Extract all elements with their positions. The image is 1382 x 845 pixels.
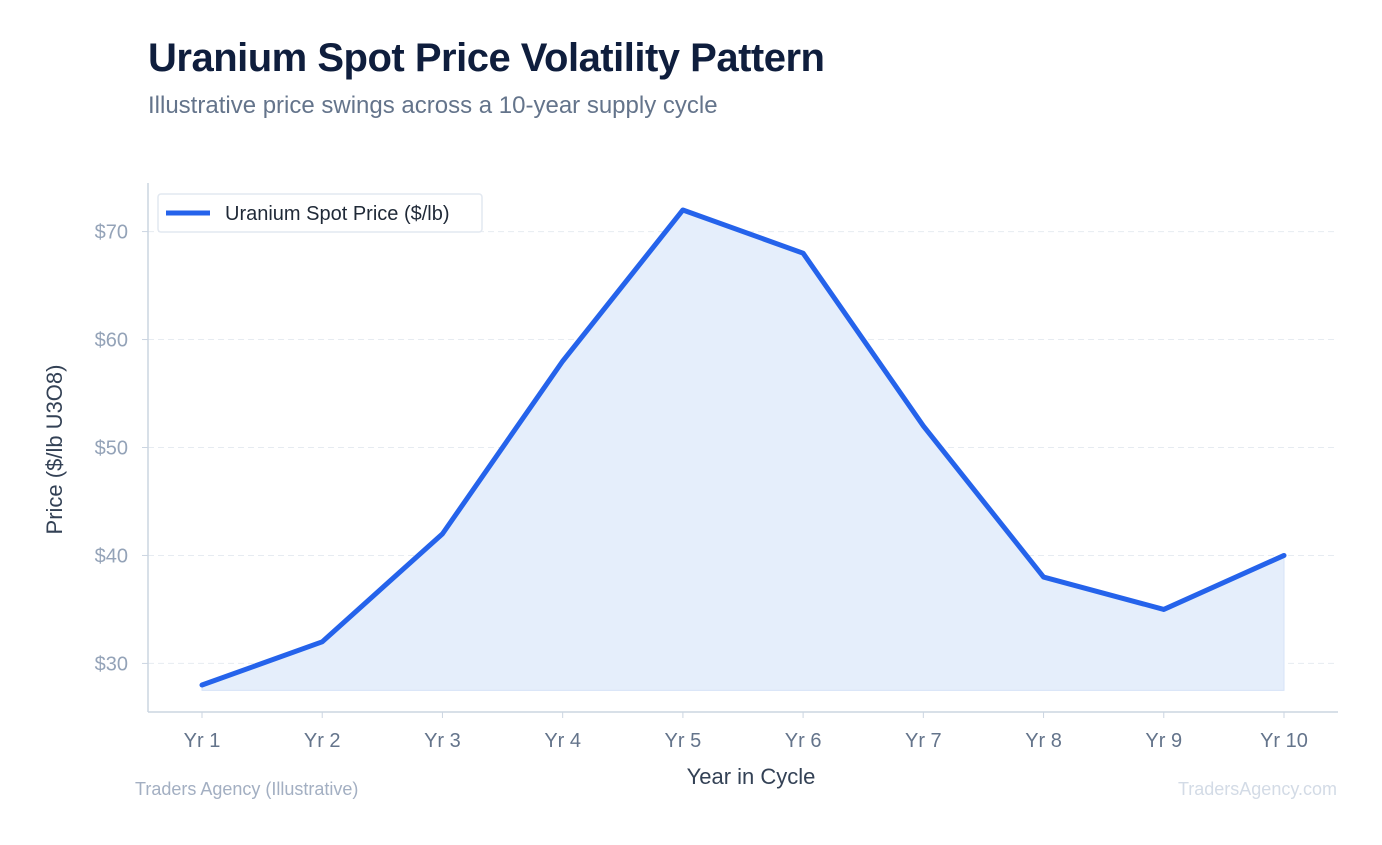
legend-box <box>157 193 483 233</box>
chart-subtitle: Illustrative price swings across a 10-ye… <box>148 92 718 119</box>
x-tick-label: Yr 8 <box>1025 730 1062 752</box>
y-tick-label: $50 <box>95 438 128 460</box>
chart-title: Uranium Spot Price Volatility Pattern <box>148 36 825 80</box>
x-tick-label: Yr 3 <box>424 730 461 752</box>
y-tick-label: $60 <box>95 330 128 352</box>
x-tick-label: Yr 6 <box>785 730 822 752</box>
x-tick-label: Yr 2 <box>304 730 341 752</box>
series-line <box>199 207 1287 688</box>
series-area <box>201 209 1285 691</box>
x-tick-label: Yr 1 <box>184 730 221 752</box>
x-tick-label: Yr 4 <box>544 730 581 752</box>
watermark: TradersAgency.com <box>1177 779 1337 799</box>
legend-label: Uranium Spot Price ($/lb) <box>225 203 450 225</box>
y-tick-label: $30 <box>95 653 128 675</box>
y-axis-title: Price ($/lb U3O8) <box>42 365 67 535</box>
y-tick-label: $70 <box>95 222 128 244</box>
x-axis-title: Year in Cycle <box>687 764 816 789</box>
y-tick-label: $40 <box>95 545 128 567</box>
x-tick-label: Yr 7 <box>905 730 942 752</box>
x-tick-label: Yr 10 <box>1260 730 1308 752</box>
x-tick-label: Yr 9 <box>1145 730 1182 752</box>
source-note: Traders Agency (Illustrative) <box>135 779 359 799</box>
x-tick-label: Yr 5 <box>665 730 702 752</box>
